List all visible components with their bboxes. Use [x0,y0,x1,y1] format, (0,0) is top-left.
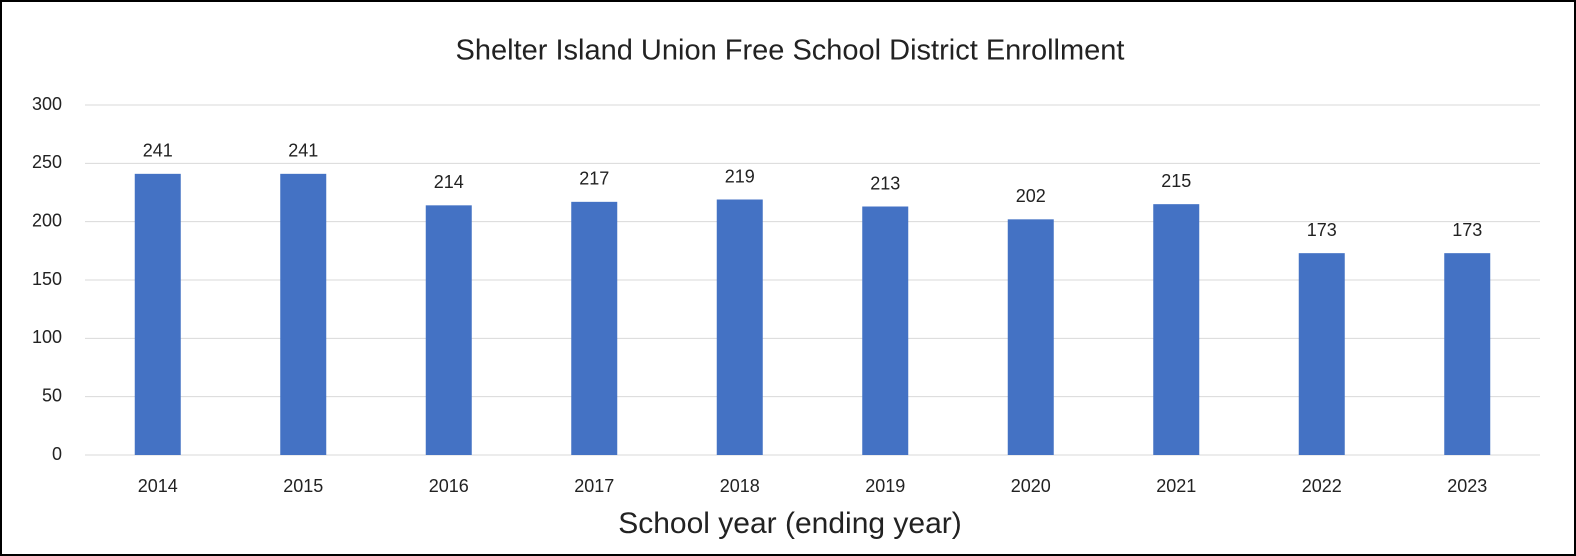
data-label: 214 [434,172,464,192]
data-label: 241 [288,141,318,161]
bar [1007,219,1054,455]
x-tick-label: 2017 [574,476,614,496]
data-label: 213 [870,173,900,193]
data-label: 215 [1161,171,1191,191]
x-tick-label: 2016 [429,476,469,496]
data-label: 202 [1016,186,1046,206]
x-tick-label: 2014 [138,476,178,496]
x-tick-label: 2018 [720,476,760,496]
bar [1153,204,1200,455]
x-tick-label: 2019 [865,476,905,496]
y-tick-label: 150 [32,269,62,289]
x-tick-label: 2015 [283,476,323,496]
bar [862,206,909,455]
data-label: 217 [579,169,609,189]
y-tick-label: 250 [32,152,62,172]
bar [571,201,618,455]
data-label: 219 [725,166,755,186]
y-tick-label: 50 [42,385,62,405]
bar [134,173,181,456]
y-tick-label: 200 [32,210,62,230]
x-tick-label: 2021 [1156,476,1196,496]
chart-title: Shelter Island Union Free School Distric… [456,35,1125,67]
data-label: 173 [1307,220,1337,240]
bar [716,199,763,455]
bar [425,205,472,455]
x-tick-label: 2022 [1302,476,1342,496]
bar [1444,253,1491,455]
bar [1298,253,1345,455]
x-tick-label: 2020 [1011,476,1051,496]
y-tick-label: 0 [52,444,62,464]
x-axis-title: School year (ending year) [618,507,962,540]
data-label: 173 [1452,220,1482,240]
data-label: 241 [143,141,173,161]
x-tick-label: 2023 [1447,476,1487,496]
bar [280,173,327,456]
y-tick-label: 300 [32,94,62,114]
y-tick-label: 100 [32,327,62,347]
